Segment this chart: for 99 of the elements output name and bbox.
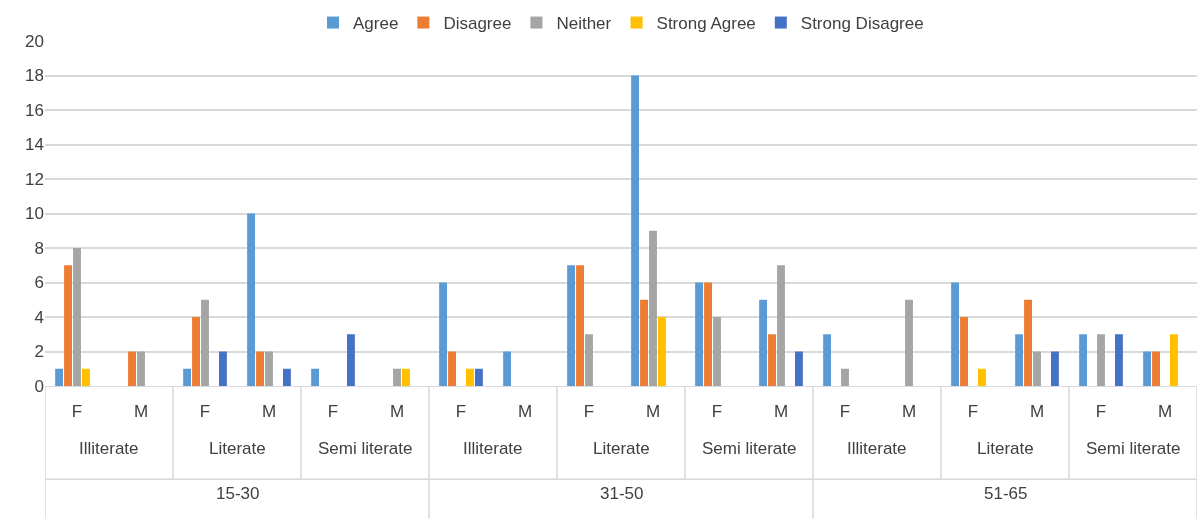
x-tick-label: M	[645, 402, 661, 422]
y-tick-label: 18	[25, 66, 44, 86]
x-tick-label: F	[71, 402, 83, 422]
bar	[82, 368, 90, 386]
bar	[247, 213, 256, 386]
text: 51-65	[984, 484, 1028, 503]
x-tick-label: F	[327, 402, 339, 422]
bar	[978, 368, 986, 386]
x-tick-label: M	[901, 402, 917, 422]
bar	[649, 230, 657, 386]
bar	[55, 368, 64, 386]
bar	[777, 265, 785, 386]
bar	[951, 282, 960, 386]
x-tick-label: M	[1157, 402, 1173, 422]
bar	[1152, 351, 1160, 386]
x-tick-label: M	[261, 402, 277, 422]
y-tick-label: 0	[34, 376, 44, 396]
bar	[128, 351, 136, 386]
bar	[1050, 351, 1059, 386]
x-tick-label: M	[1029, 402, 1045, 422]
y-tick-label: 12	[25, 169, 44, 189]
x-tick-label: F	[199, 402, 211, 422]
x-tick-label: F	[839, 402, 851, 422]
y-tick-label: 20	[25, 31, 44, 51]
text: Literate	[977, 439, 1034, 458]
bar	[576, 265, 584, 386]
bar	[1033, 351, 1041, 386]
bar	[466, 368, 474, 386]
bar	[823, 334, 832, 386]
x-tick-label: F	[711, 402, 723, 422]
bar	[311, 368, 320, 386]
bar	[64, 265, 72, 386]
legend-label: Agree	[353, 14, 399, 34]
text: Literate	[209, 439, 266, 458]
bar	[402, 368, 410, 386]
bar	[448, 351, 456, 386]
text: 15-30	[216, 484, 260, 503]
bar	[1143, 351, 1152, 386]
bar	[585, 334, 593, 386]
text: Semi literate	[1086, 439, 1181, 458]
legend-label: Disagree	[443, 14, 512, 34]
bar	[631, 75, 640, 386]
y-tick-label: 8	[34, 238, 44, 258]
bar	[640, 299, 648, 386]
bar	[346, 334, 355, 386]
y-tick-label: 10	[25, 204, 44, 224]
text: Literate	[593, 439, 650, 458]
y-tick-label: 16	[25, 100, 44, 120]
y-tick-label: 6	[34, 273, 44, 293]
bar	[567, 265, 576, 386]
x-tick-label: F	[455, 402, 467, 422]
y-tick-label: 4	[34, 307, 44, 327]
bar	[1024, 299, 1032, 386]
text: Semi literate	[702, 439, 797, 458]
bar	[1015, 334, 1024, 386]
x-tick-label: M	[389, 402, 405, 422]
x-tick-label: F	[583, 402, 595, 422]
bar	[794, 351, 803, 386]
y-tick-label: 2	[34, 342, 44, 362]
bar	[768, 334, 776, 386]
text: 31-50	[600, 484, 644, 503]
bar	[1114, 334, 1123, 386]
bar	[439, 282, 448, 386]
bar	[905, 299, 913, 386]
x-tick-label: F	[1095, 402, 1107, 422]
y-tick-label: 14	[25, 135, 44, 155]
bar	[265, 351, 273, 386]
x-tick-label: F	[967, 402, 979, 422]
bar	[282, 368, 291, 386]
bar	[256, 351, 264, 386]
x-tick-label: M	[773, 402, 789, 422]
bar	[218, 351, 227, 386]
bar	[704, 282, 712, 386]
bar	[713, 317, 721, 386]
bar	[1079, 334, 1088, 386]
bar	[393, 368, 401, 386]
bar	[658, 317, 666, 386]
text: Illiterate	[847, 439, 907, 458]
bar	[503, 351, 512, 386]
legend-label: Neither	[556, 14, 612, 34]
bar	[192, 317, 200, 386]
text: Illiterate	[463, 439, 523, 458]
x-tick-label: M	[517, 402, 533, 422]
bar	[201, 299, 209, 386]
legend-label: Strong Disagree	[800, 14, 924, 34]
bar	[1170, 334, 1178, 386]
bar	[960, 317, 968, 386]
bar	[137, 351, 145, 386]
x-tick-label: M	[133, 402, 149, 422]
bar	[73, 248, 81, 386]
bar	[695, 282, 704, 386]
bar	[841, 368, 849, 386]
bar	[183, 368, 192, 386]
text: Illiterate	[79, 439, 139, 458]
legend-label: Strong Agree	[656, 14, 756, 34]
bar	[1097, 334, 1105, 386]
text: Semi literate	[318, 439, 413, 458]
bar	[474, 368, 483, 386]
bar	[759, 299, 768, 386]
